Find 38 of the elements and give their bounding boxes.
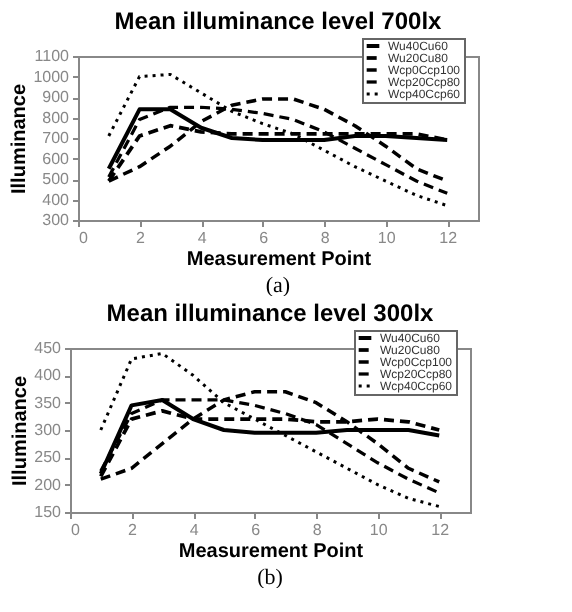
x-tick-label: 4: [189, 521, 200, 539]
x-tick-label: 8: [320, 229, 331, 247]
y-tick-label: 400: [34, 366, 63, 385]
y-tick-label: 500: [42, 170, 71, 188]
x-tick-label: 0: [79, 229, 89, 247]
y-tick-label: 1100: [34, 47, 71, 65]
y-tick-label: 300: [42, 211, 71, 229]
y-tick-label: 900: [42, 88, 71, 106]
x-tick-label: 2: [128, 521, 139, 539]
y-tick-label: 200: [34, 475, 63, 494]
x-axis-title: Measurement Point: [178, 541, 365, 563]
x-tick-label: 10: [377, 229, 397, 247]
x-tick-label: 2: [136, 229, 147, 247]
y-tick-label: 600: [42, 149, 71, 168]
text: (b): [257, 566, 284, 590]
text: (a): [265, 274, 291, 298]
x-tick-label: 0: [71, 521, 81, 539]
x-tick-label: 8: [312, 521, 323, 539]
y-axis-title: Illuminance: [9, 83, 32, 195]
y-axis-title: Illuminance: [10, 375, 33, 487]
y-tick-label: 1000: [33, 67, 71, 86]
y-tick-label: 800: [42, 108, 71, 127]
y-tick-label: 350: [34, 393, 63, 412]
x-axis-title: Measurement Point: [186, 249, 373, 271]
x-tick-label: 10: [369, 521, 389, 539]
y-tick-label: 700: [42, 129, 71, 147]
x-tick-label: 4: [197, 229, 208, 247]
chart-title: Mean illuminance level 700lx: [114, 7, 443, 35]
y-tick-label: 150: [34, 503, 63, 521]
y-tick-label: 450: [34, 339, 63, 357]
x-tick-label: 6: [251, 521, 262, 539]
x-tick-label: 12: [439, 229, 459, 247]
chart-title: Mean illuminance level 300lx: [106, 299, 435, 327]
x-tick-label: 6: [259, 229, 270, 247]
y-tick-label: 400: [42, 190, 71, 209]
x-tick-label: 12: [431, 521, 451, 539]
y-tick-label: 250: [34, 448, 63, 467]
y-tick-label: 300: [34, 421, 63, 439]
